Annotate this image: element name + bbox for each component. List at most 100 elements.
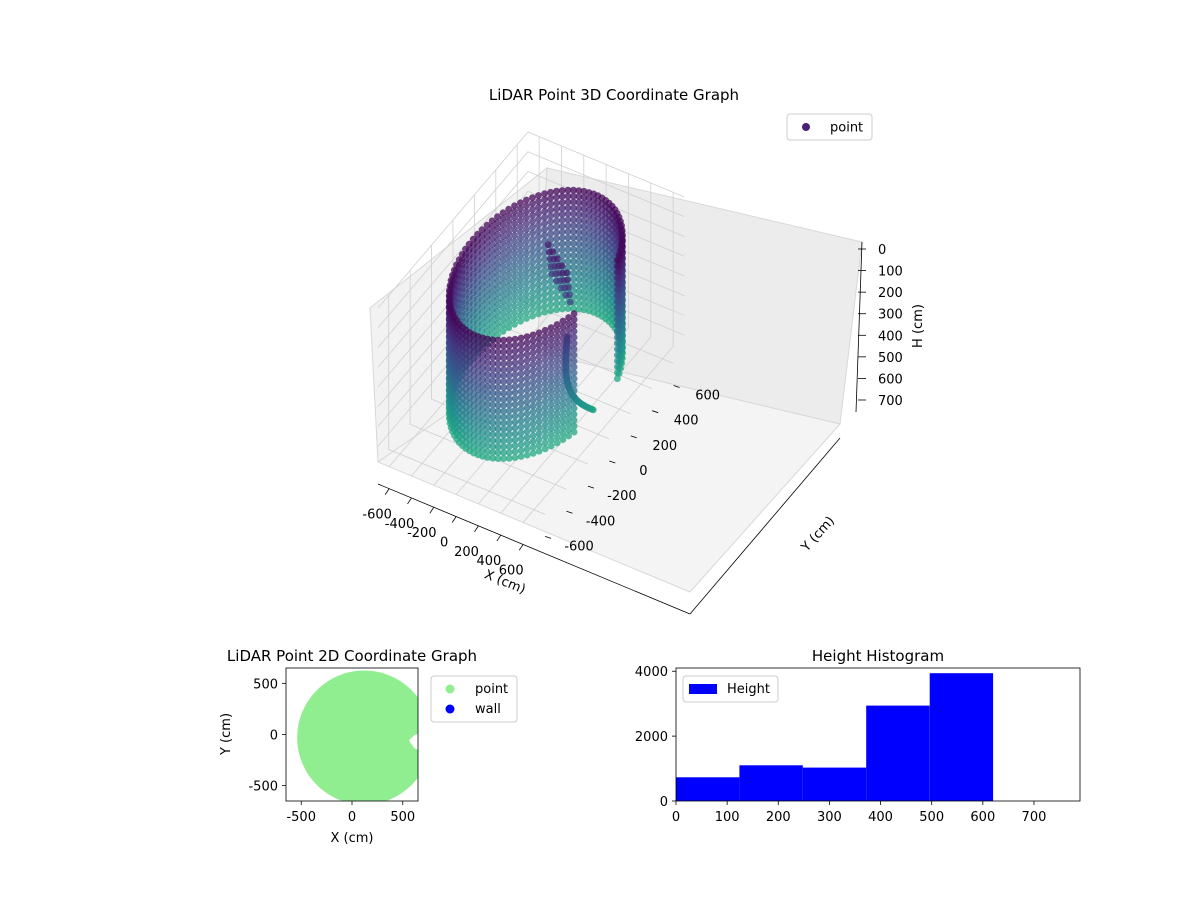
point-marker	[499, 256, 507, 264]
point-marker	[489, 454, 497, 462]
point-marker	[445, 287, 453, 294]
point-marker	[558, 193, 566, 200]
point-marker	[500, 360, 507, 368]
point-marker	[549, 248, 557, 256]
point-marker	[511, 418, 519, 426]
point-marker	[541, 344, 549, 352]
point-marker	[505, 229, 513, 237]
point-marker	[565, 397, 572, 404]
point-marker	[529, 349, 537, 356]
point-marker	[517, 300, 524, 307]
point-marker	[565, 367, 572, 375]
point-marker	[523, 445, 531, 453]
point-marker	[570, 375, 578, 383]
point-marker	[484, 388, 491, 396]
point-marker	[564, 246, 572, 253]
point-marker	[505, 366, 513, 373]
point-marker	[547, 436, 555, 444]
point-marker	[489, 401, 497, 409]
point-marker	[453, 261, 460, 269]
point-marker	[558, 305, 566, 313]
point-marker	[489, 431, 497, 438]
point-marker	[511, 226, 518, 233]
point-marker	[488, 324, 496, 331]
point-marker	[517, 282, 524, 290]
point-marker	[489, 342, 497, 350]
point-marker	[489, 371, 497, 379]
point-marker	[547, 230, 554, 238]
point-marker	[505, 372, 513, 379]
point-marker	[541, 356, 549, 364]
point-marker	[614, 262, 621, 270]
point-marker	[541, 273, 548, 280]
histogram-bar	[676, 777, 740, 801]
point-marker	[499, 327, 507, 335]
point-marker	[517, 258, 524, 266]
point-marker	[488, 300, 496, 308]
point-marker	[494, 443, 502, 451]
point-marker	[484, 359, 491, 367]
grid-line-x	[522, 192, 674, 523]
point-marker	[566, 291, 573, 299]
point-marker	[505, 288, 513, 296]
point-marker	[570, 328, 578, 335]
point-marker	[535, 424, 543, 431]
point-marker	[505, 259, 513, 266]
point-marker	[565, 408, 572, 416]
point-marker	[529, 229, 536, 237]
point-marker	[529, 217, 536, 225]
point-marker	[570, 428, 578, 436]
point-marker	[570, 204, 577, 212]
point-marker	[535, 412, 543, 420]
point-marker	[494, 401, 502, 409]
point-marker	[488, 241, 496, 248]
point-marker	[499, 262, 507, 270]
x-tick-label-hist: 600	[970, 810, 995, 825]
point-marker	[484, 394, 491, 402]
point-marker	[529, 414, 537, 422]
point-marker	[535, 292, 542, 300]
point-marker	[553, 362, 561, 370]
point-marker	[570, 416, 578, 424]
point-marker	[547, 295, 554, 303]
grid-line-x	[500, 183, 652, 514]
point-marker	[499, 227, 507, 235]
point-marker	[505, 265, 513, 272]
y-tick-mark	[566, 510, 573, 514]
point-marker	[570, 210, 577, 218]
grid-line-z	[377, 131, 685, 309]
x-tick-label-hist: 700	[1022, 810, 1047, 825]
point-marker	[565, 331, 572, 339]
point-marker	[564, 186, 572, 194]
point-marker	[554, 255, 561, 263]
grid-line-z	[377, 171, 685, 348]
z-tick-labels: 0 100 200 300 400 500 600 700	[858, 243, 903, 409]
point-marker	[474, 230, 481, 238]
point-marker	[517, 246, 524, 254]
point-marker	[517, 252, 524, 260]
point-marker	[494, 372, 502, 380]
point-marker	[575, 293, 583, 301]
point-marker	[494, 437, 502, 445]
point-marker	[523, 404, 531, 412]
point-marker	[570, 310, 578, 318]
y-axis-label-2d: Y (cm)	[219, 713, 234, 756]
point-marker	[553, 300, 560, 308]
point-marker	[535, 239, 542, 247]
point-marker	[570, 269, 577, 277]
point-marker	[547, 224, 554, 232]
point-marker	[505, 348, 513, 356]
legend-label-point-2d: point	[475, 682, 508, 697]
point-marker	[614, 286, 621, 294]
point-marker	[494, 449, 502, 457]
x-tick-label: -400	[385, 517, 415, 532]
point-marker	[523, 261, 530, 269]
point-marker	[564, 210, 572, 218]
point-marker	[564, 276, 571, 284]
point-marker	[529, 265, 536, 273]
chart-histogram: Height Histogram 0 100 200 300 400 500 600 7000…	[635, 647, 1081, 825]
point-marker	[541, 409, 549, 417]
z-axis-label: H (cm)	[911, 304, 926, 348]
point-marker	[488, 223, 496, 231]
